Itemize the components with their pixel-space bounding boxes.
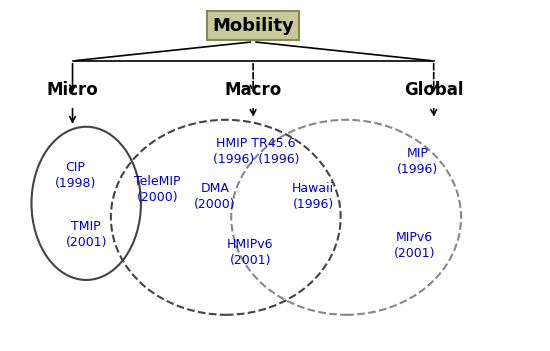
Text: CIP
(1998): CIP (1998) <box>54 161 96 190</box>
Text: Global: Global <box>404 81 464 99</box>
Text: TMIP
(2001): TMIP (2001) <box>65 220 107 249</box>
Text: MIPv6
(2001): MIPv6 (2001) <box>394 231 435 260</box>
Text: Micro: Micro <box>47 81 98 99</box>
Text: TeleMIP
(2000): TeleMIP (2000) <box>134 175 180 204</box>
Text: HMIP TR45.6
(1996) (1996): HMIP TR45.6 (1996) (1996) <box>213 137 299 166</box>
Text: HMIPv6
(2001): HMIPv6 (2001) <box>227 238 274 267</box>
Text: DMA
(2000): DMA (2000) <box>194 182 235 211</box>
Text: Hawaii
(1996): Hawaii (1996) <box>292 182 334 211</box>
Text: MIP
(1996): MIP (1996) <box>397 147 438 176</box>
Text: Mobility: Mobility <box>212 17 294 35</box>
Text: Macro: Macro <box>224 81 282 99</box>
